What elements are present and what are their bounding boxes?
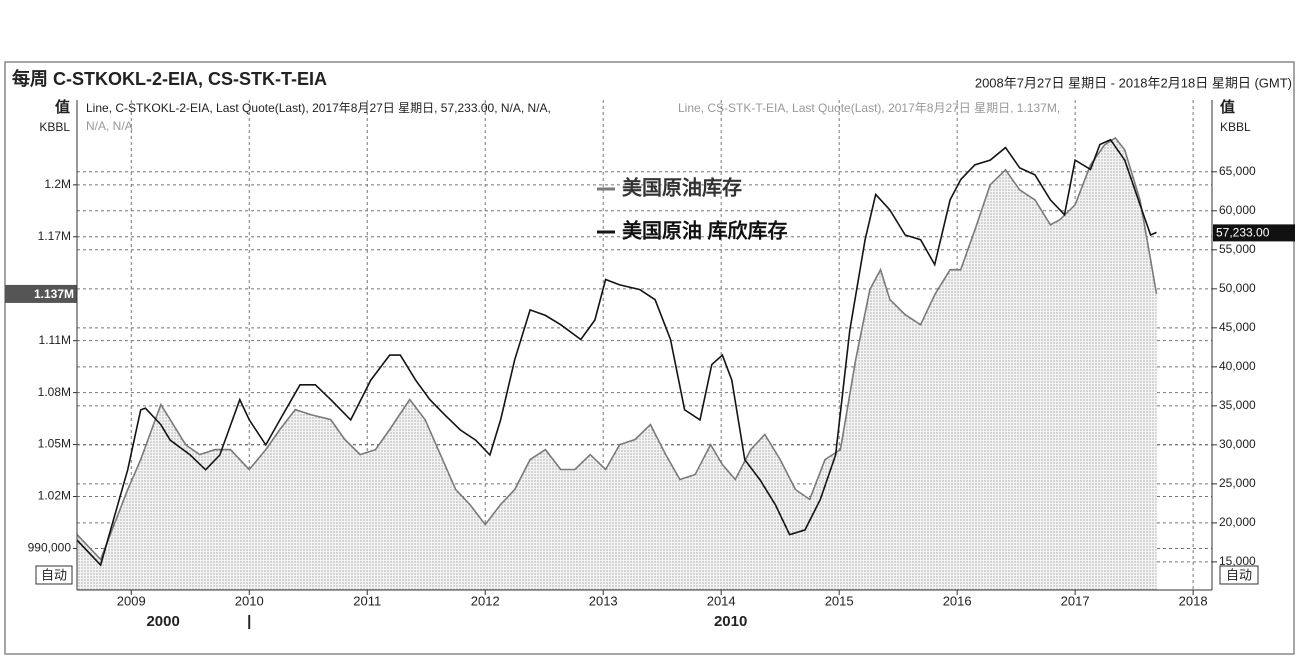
- y2-label: 值: [1220, 98, 1235, 116]
- auto-right[interactable]: 自动: [1226, 567, 1252, 582]
- y-tick-label: 990,000: [28, 541, 72, 555]
- y2-tick-label: 65,000: [1219, 164, 1256, 178]
- date-range: 2008年7月27日 星期日 - 2018年2月18日 星期日 (GMT): [975, 75, 1292, 90]
- x-tick-label: 2016: [943, 593, 972, 608]
- chart-title: 每周 C-STKOKL-2-EIA, CS-STK-T-EIA: [12, 68, 327, 89]
- x-tick-label: 2010: [235, 593, 264, 608]
- last-value-box: [5, 284, 77, 303]
- header-black: Line, C-STKOKL-2-EIA, Last Quote(Last), …: [86, 101, 551, 115]
- auto-box[interactable]: [35, 565, 73, 585]
- legend-label: 美国原油 库欣库存: [622, 218, 788, 242]
- y-label: 值: [55, 98, 70, 116]
- y-tick-label: 1.17M: [38, 229, 71, 243]
- x-tick-label: 2011: [353, 593, 381, 608]
- y2-tick-label: 30,000: [1219, 437, 1256, 451]
- area-fill: [77, 137, 1157, 590]
- period-label: |: [247, 613, 251, 630]
- last-value-label: 57,233.00: [1216, 226, 1270, 240]
- y2-tick-label: 45,000: [1219, 320, 1256, 334]
- y2-tick-label: 20,000: [1219, 515, 1256, 529]
- series-line: [76, 136, 1158, 561]
- y2-tick-label: 25,000: [1219, 476, 1256, 490]
- period-label: 2000: [146, 613, 179, 630]
- x-tick-label: 2015: [825, 593, 854, 608]
- y-unit: KBBL: [39, 120, 70, 134]
- legend-label: 美国原油库存: [622, 175, 742, 199]
- auto-box[interactable]: [1219, 565, 1259, 585]
- series-line: [76, 138, 1157, 567]
- x-tick-label: 2013: [589, 593, 618, 608]
- last-value-label: 1.137M: [34, 287, 74, 301]
- y2-tick-label: 55,000: [1219, 242, 1256, 256]
- y-tick-label: 1.08M: [38, 385, 71, 399]
- y-tick-label: 1.05M: [38, 437, 71, 451]
- auto-left[interactable]: 自动: [41, 567, 67, 582]
- x-tick-label: 2009: [117, 593, 146, 608]
- plot: 2009 2010 2011 2012 2013 2014 2015 2016 2017 2018…: [5, 100, 1295, 630]
- y2-tick-label: 35,000: [1219, 398, 1256, 412]
- x-tick-label: 2018: [1179, 593, 1208, 608]
- y2-unit: KBBL: [1220, 120, 1251, 134]
- period-label: 2010: [714, 613, 747, 630]
- x-tick-label: 2017: [1061, 593, 1090, 608]
- y-tick-label: 1.11M: [39, 333, 71, 347]
- header-gray-2: N/A, N/A: [86, 119, 133, 133]
- last-value-box: [1213, 224, 1295, 242]
- x-tick-label: 2014: [707, 593, 736, 608]
- y2-tick-label: 40,000: [1219, 359, 1256, 373]
- header-gray: Line, CS-STK-T-EIA, Last Quote(Last), 20…: [678, 101, 1060, 115]
- y2-tick-label: 15,000: [1219, 554, 1256, 568]
- y-tick-label: 1.2M: [44, 177, 71, 191]
- y-tick-label: 1.02M: [38, 489, 71, 503]
- y2-tick-label: 60,000: [1219, 203, 1256, 217]
- x-tick-label: 2012: [471, 593, 500, 608]
- y2-tick-label: 50,000: [1219, 281, 1256, 295]
